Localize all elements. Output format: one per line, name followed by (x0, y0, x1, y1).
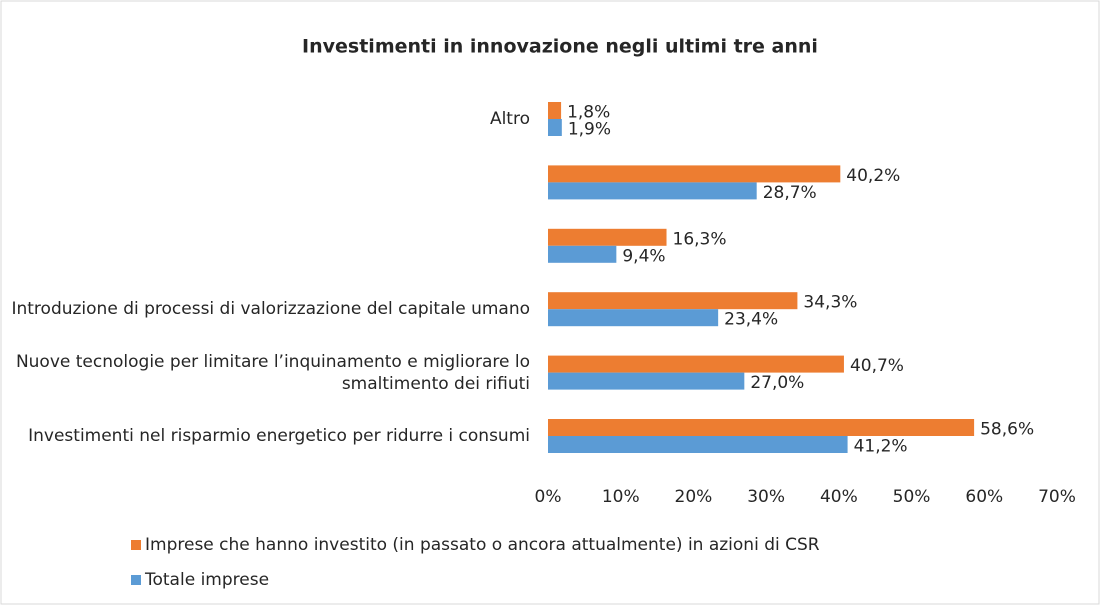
chart-title: Investimenti in innovazione negli ultimi… (302, 36, 818, 58)
value-label: 1,8% (567, 103, 610, 123)
legend-label: Totale imprese (144, 570, 269, 590)
bar (548, 228, 667, 246)
value-label: 16,3% (673, 229, 727, 249)
value-label: 41,2% (854, 437, 908, 457)
legend-swatch (131, 575, 141, 585)
category-label: Nuove tecnologie per limitare l’inquinam… (15, 351, 530, 394)
bar (548, 372, 745, 390)
value-label: 34,3% (803, 293, 857, 313)
category-label: Altro (489, 109, 530, 129)
value-label: 40,2% (846, 166, 900, 186)
value-label: 23,4% (724, 310, 778, 330)
value-label: 58,6% (980, 420, 1034, 440)
bar (548, 436, 848, 453)
x-tick-label: 70% (1038, 487, 1076, 507)
bar (548, 419, 975, 436)
value-label: 40,7% (850, 356, 904, 376)
x-tick-label: 40% (820, 487, 858, 507)
bar (548, 309, 719, 327)
bar (548, 102, 562, 119)
x-tick-label: 60% (965, 487, 1003, 507)
value-label: 27,0% (750, 373, 804, 393)
category-label: Introduzione di processi di valorizzazio… (11, 299, 530, 320)
bar (548, 355, 844, 373)
x-tick-label: 20% (675, 487, 713, 507)
value-label: 1,9% (568, 120, 611, 140)
bar (548, 165, 841, 183)
category-label: Investimenti nel risparmio energetico pe… (28, 426, 530, 446)
bar (548, 119, 562, 136)
bar (548, 182, 757, 200)
x-tick-label: 0% (535, 487, 562, 507)
legend-label: Imprese che hanno investito (in passato … (145, 535, 820, 555)
x-tick-label: 10% (602, 487, 640, 507)
value-label: 9,4% (622, 246, 665, 266)
bar (548, 292, 798, 310)
x-tick-label: 30% (747, 487, 785, 507)
legend-swatch (131, 540, 141, 550)
bar (548, 245, 617, 263)
x-tick-label: 50% (893, 487, 931, 507)
value-label: 28,7% (763, 183, 817, 203)
